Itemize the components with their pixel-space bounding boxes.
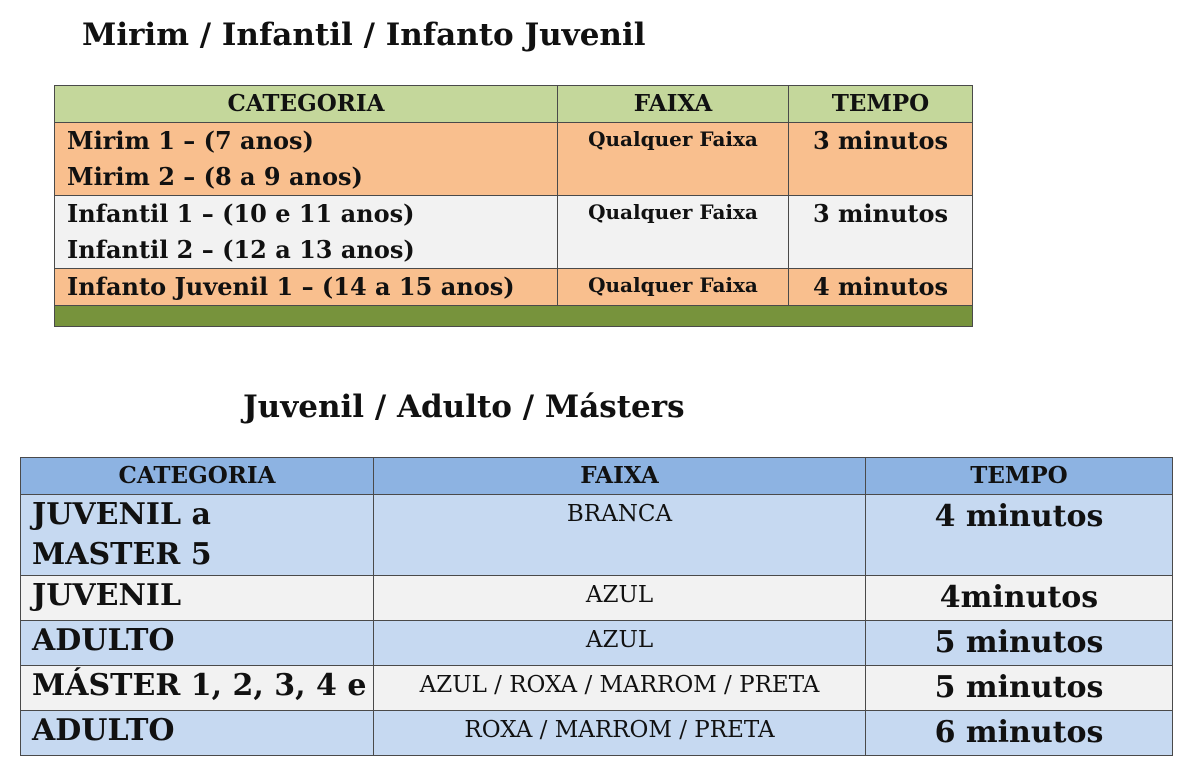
- cell-faixa: AZUL: [373, 620, 866, 666]
- cell-tempo: 4 minutos: [865, 494, 1173, 576]
- cell-tempo: 5 minutos: [865, 665, 1173, 711]
- table2-header-row: CATEGORIA FAIXA TEMPO: [20, 457, 1173, 495]
- cell-categoria: ADULTO: [20, 620, 374, 666]
- cell-categoria: ADULTO: [20, 710, 374, 756]
- categoria-line: Infanto Juvenil 1 – (14 a 15 anos): [67, 272, 515, 301]
- table-row: ADULTO ROXA / MARROM / PRETA 6 minutos: [20, 710, 1173, 756]
- cell-tempo: 4minutos: [865, 575, 1173, 621]
- cell-tempo: 3 minutos: [788, 195, 973, 269]
- cell-tempo: 4 minutos: [788, 268, 973, 306]
- cell-categoria: Mirim 1 – (7 anos) Mirim 2 – (8 a 9 anos…: [54, 122, 558, 196]
- categoria-line: ADULTO: [32, 623, 175, 658]
- cell-faixa: Qualquer Faixa: [557, 195, 789, 269]
- table1-title: Mirim / Infantil / Infanto Juvenil: [82, 17, 646, 53]
- table-row: JUVENIL AZUL 4minutos: [20, 575, 1173, 621]
- table-row: JUVENIL a MASTER 5 BRANCA 4 minutos: [20, 494, 1173, 576]
- cell-tempo: 3 minutos: [788, 122, 973, 196]
- table-row: MÁSTER 1, 2, 3, 4 e 5 AZUL / ROXA / MARR…: [20, 665, 1173, 711]
- table1-mirim-infantil: CATEGORIA FAIXA TEMPO Mirim 1 – (7 anos)…: [54, 85, 973, 327]
- cell-tempo: 5 minutos: [865, 620, 1173, 666]
- table2-title: Juvenil / Adulto / Másters: [243, 389, 685, 425]
- cell-categoria: Infantil 1 – (10 e 11 anos) Infantil 2 –…: [54, 195, 558, 269]
- table-row: ADULTO AZUL 5 minutos: [20, 620, 1173, 666]
- cell-faixa: ROXA / MARROM / PRETA: [373, 710, 866, 756]
- categoria-line: MÁSTER 1, 2, 3, 4 e 5: [32, 668, 374, 703]
- cell-categoria: JUVENIL a MASTER 5: [20, 494, 374, 576]
- cell-tempo: 6 minutos: [865, 710, 1173, 756]
- table-row: Infanto Juvenil 1 – (14 a 15 anos) Qualq…: [54, 268, 973, 306]
- cell-categoria: JUVENIL: [20, 575, 374, 621]
- table-row: Mirim 1 – (7 anos) Mirim 2 – (8 a 9 anos…: [54, 122, 973, 196]
- header-tempo: TEMPO: [788, 85, 973, 123]
- cell-categoria: Infanto Juvenil 1 – (14 a 15 anos): [54, 268, 558, 306]
- categoria-line: MASTER 5: [32, 537, 212, 572]
- categoria-line: Infantil 2 – (12 a 13 anos): [67, 235, 415, 264]
- cell-categoria: MÁSTER 1, 2, 3, 4 e 5: [20, 665, 374, 711]
- cell-faixa: AZUL: [373, 575, 866, 621]
- table1-header-row: CATEGORIA FAIXA TEMPO: [54, 85, 973, 123]
- header-categoria: CATEGORIA: [54, 85, 558, 123]
- categoria-line: Infantil 1 – (10 e 11 anos): [67, 199, 415, 228]
- table-row: Infantil 1 – (10 e 11 anos) Infantil 2 –…: [54, 195, 973, 269]
- header-tempo: TEMPO: [865, 457, 1173, 495]
- cell-faixa: Qualquer Faixa: [557, 122, 789, 196]
- cell-faixa: Qualquer Faixa: [557, 268, 789, 306]
- table2-juvenil-adulto: CATEGORIA FAIXA TEMPO JUVENIL a MASTER 5…: [20, 457, 1173, 756]
- header-faixa: FAIXA: [557, 85, 789, 123]
- categoria-line: Mirim 1 – (7 anos): [67, 126, 314, 155]
- cell-faixa: AZUL / ROXA / MARROM / PRETA: [373, 665, 866, 711]
- table1-footer-row: [54, 305, 973, 327]
- cell-faixa: BRANCA: [373, 494, 866, 576]
- header-faixa: FAIXA: [373, 457, 866, 495]
- footer-bar: [54, 305, 973, 327]
- categoria-line: JUVENIL a: [32, 497, 211, 532]
- header-categoria: CATEGORIA: [20, 457, 374, 495]
- categoria-line: JUVENIL: [32, 578, 182, 613]
- categoria-line: ADULTO: [32, 713, 175, 748]
- categoria-line: Mirim 2 – (8 a 9 anos): [67, 162, 363, 191]
